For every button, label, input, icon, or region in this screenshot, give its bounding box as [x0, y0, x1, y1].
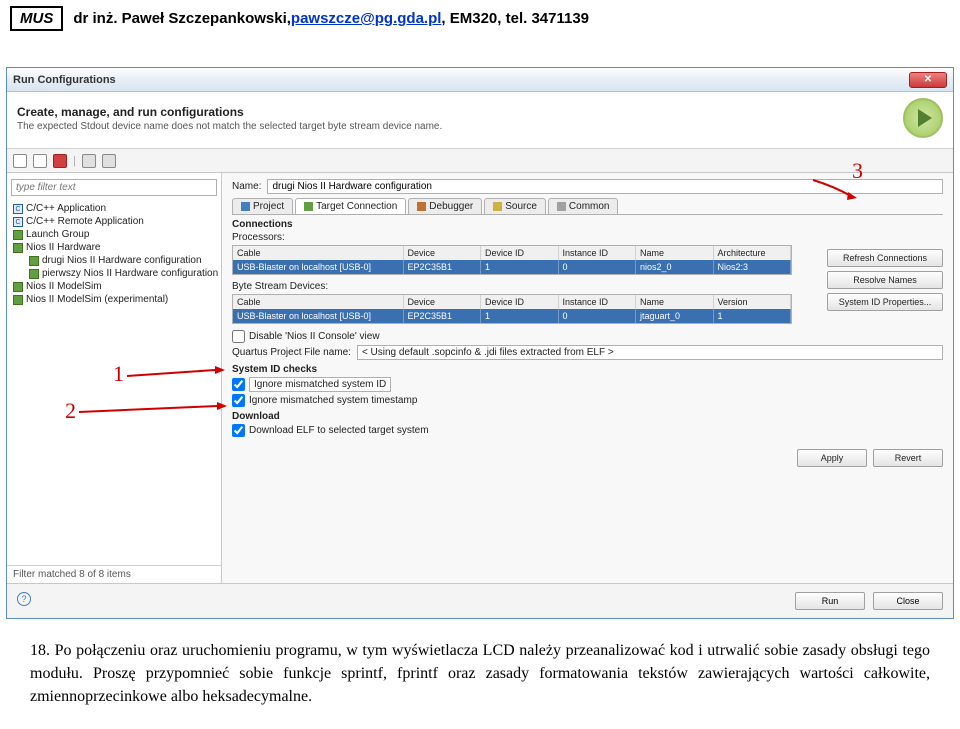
header-area: Create, manage, and run configurations T…: [7, 92, 953, 149]
revert-button[interactable]: Revert: [873, 449, 943, 467]
mus-badge: MUS: [10, 6, 63, 31]
footer: ? Run Close: [7, 583, 953, 618]
processors-table[interactable]: CableDeviceDevice IDInstance IDNameArchi…: [232, 245, 792, 275]
source-icon: [493, 202, 502, 211]
author: dr inż. Paweł Szczepankowski,: [73, 10, 291, 27]
target-icon: [304, 202, 313, 211]
ignore-ts-check[interactable]: [232, 394, 245, 407]
filter-status: Filter matched 8 of 8 items: [7, 565, 221, 583]
toolbar: |: [7, 149, 953, 173]
c-icon: C: [13, 204, 23, 214]
right-column: Name: Project Target Connection Debugger…: [222, 173, 953, 583]
annot-2: 2: [65, 398, 76, 424]
c-icon: C: [13, 217, 23, 227]
tree-item: Nios II Hardware: [7, 241, 221, 254]
help-icon[interactable]: ?: [17, 592, 31, 606]
connections-label: Connections: [232, 219, 943, 230]
hw-icon: [13, 243, 23, 253]
qpf-value: < Using default .sopcinfo & .jdi files e…: [357, 345, 943, 360]
tab-target[interactable]: Target Connection: [295, 198, 406, 214]
sim-icon: [13, 282, 23, 292]
titlebar: Run Configurations ✕: [7, 68, 953, 92]
project-icon: [241, 202, 250, 211]
run-icon: [903, 98, 943, 138]
bsd-table[interactable]: CableDeviceDevice IDInstance IDNameVersi…: [232, 294, 792, 324]
filter-input[interactable]: [11, 179, 217, 196]
close-button[interactable]: Close: [873, 592, 943, 610]
name-label: Name:: [232, 181, 261, 192]
tab-project[interactable]: Project: [232, 198, 293, 214]
tree-item: Launch Group: [7, 228, 221, 241]
group-icon: [13, 230, 23, 240]
cfg-icon: [29, 269, 39, 279]
tab-common[interactable]: Common: [548, 198, 619, 214]
table-row: USB-Blaster on localhost [USB-0]EP2C35B1…: [233, 260, 791, 274]
filter-box: [11, 177, 217, 196]
qpf-label: Quartus Project File name:: [232, 347, 351, 358]
dl-elf-check[interactable]: [232, 424, 245, 437]
cfg-icon: [29, 256, 39, 266]
ignore-sys-check[interactable]: [232, 378, 245, 391]
table-row: USB-Blaster on localhost [USB-0]EP2C35B1…: [233, 309, 791, 323]
tree-item: CC/C++ Application: [7, 202, 221, 215]
author-rest: , EM320, tel. 3471139: [441, 10, 589, 27]
debugger-icon: [417, 202, 426, 211]
tree-item: Nios II ModelSim (experimental): [7, 293, 221, 306]
copy-icon[interactable]: [33, 154, 47, 168]
delete-icon[interactable]: [53, 154, 67, 168]
arrow-2: [79, 402, 229, 422]
page-subtitle: The expected Stdout device name does not…: [17, 121, 893, 132]
common-icon: [557, 202, 566, 211]
tree-item: drugi Nios II Hardware configuration: [7, 254, 221, 267]
new-icon[interactable]: [13, 154, 27, 168]
arrow-1: [127, 366, 227, 386]
annot-1: 1: [113, 361, 124, 387]
close-icon[interactable]: ✕: [909, 72, 947, 88]
email-link[interactable]: pawszcze@pg.gda.pl: [291, 10, 441, 27]
sim-icon: [13, 295, 23, 305]
tab-debugger[interactable]: Debugger: [408, 198, 482, 214]
run-config-dialog: 1 2 3 Run Configurations ✕ Create, manag…: [6, 67, 954, 619]
resolve-button[interactable]: Resolve Names: [827, 271, 943, 289]
annot-3: 3: [852, 158, 863, 184]
sysid-label: System ID checks: [232, 364, 943, 375]
body-paragraph: 18. Po połączeniu oraz uruchomieniu prog…: [0, 619, 960, 729]
apply-button[interactable]: Apply: [797, 449, 867, 467]
tree-item: pierwszy Nios II Hardware configuration: [7, 267, 221, 280]
collapse-icon[interactable]: [82, 154, 96, 168]
page-title: Create, manage, and run configurations: [17, 105, 893, 119]
disable-console-check[interactable]: [232, 330, 245, 343]
side-buttons: Refresh Connections Resolve Names System…: [827, 249, 943, 311]
window-title: Run Configurations: [13, 74, 116, 86]
refresh-button[interactable]: Refresh Connections: [827, 249, 943, 267]
tree-item: CC/C++ Remote Application: [7, 215, 221, 228]
tab-source[interactable]: Source: [484, 198, 546, 214]
tree-item: Nios II ModelSim: [7, 280, 221, 293]
sysid-button[interactable]: System ID Properties...: [827, 293, 943, 311]
doc-header: MUS dr inż. Paweł Szczepankowski, pawszc…: [0, 0, 960, 37]
filter-icon[interactable]: [102, 154, 116, 168]
download-label: Download: [232, 411, 943, 422]
run-button[interactable]: Run: [795, 592, 865, 610]
processors-label: Processors:: [232, 232, 943, 243]
